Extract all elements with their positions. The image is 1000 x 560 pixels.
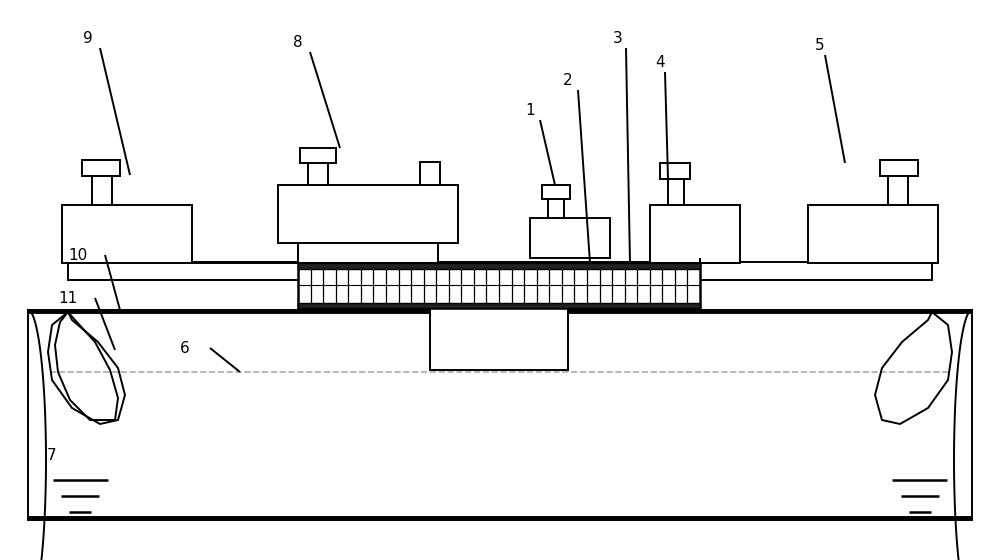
Text: 4: 4 [655, 54, 665, 69]
Text: 7: 7 [47, 447, 57, 463]
Text: 3: 3 [613, 30, 623, 45]
Bar [530, 218, 610, 258]
Text: 1: 1 [525, 102, 535, 118]
Text: 5: 5 [815, 38, 825, 53]
Bar [888, 175, 908, 205]
Bar [298, 303, 700, 308]
Bar [430, 308, 568, 370]
Text: 11: 11 [58, 291, 78, 306]
Bar [28, 310, 972, 520]
Text: 10: 10 [68, 248, 88, 263]
Bar [298, 263, 700, 269]
Text: 8: 8 [293, 35, 303, 49]
Bar [68, 262, 932, 280]
Bar [880, 160, 918, 176]
Bar [92, 175, 112, 205]
Bar [82, 160, 120, 176]
Bar [300, 148, 336, 163]
Text: 6: 6 [180, 340, 190, 356]
Bar [808, 205, 938, 263]
Text: 2: 2 [563, 72, 573, 87]
Bar [298, 243, 438, 263]
Bar [660, 163, 690, 179]
Bar [668, 178, 684, 205]
Bar [650, 205, 740, 263]
Bar [298, 263, 700, 308]
Bar [542, 185, 570, 199]
Bar [420, 162, 440, 185]
Bar [548, 198, 564, 218]
Bar [62, 205, 192, 263]
Text: 9: 9 [83, 30, 93, 45]
Bar [278, 185, 458, 243]
Bar [308, 162, 328, 185]
